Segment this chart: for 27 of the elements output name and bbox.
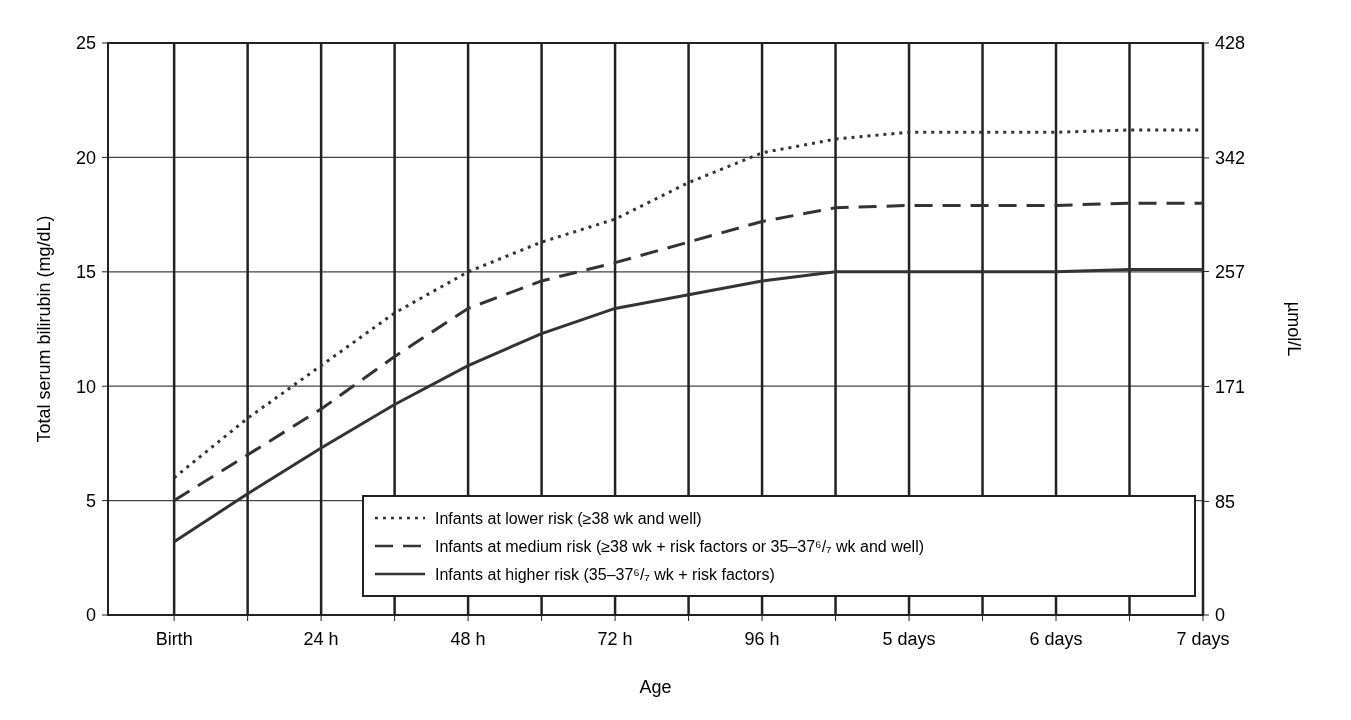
y-tick-label: 20 <box>75 147 96 168</box>
x-axis-title: Age <box>639 677 672 697</box>
y2-axis-title: µmol/L <box>1284 301 1304 357</box>
y-axis-title: Total serum bilirubin (mg/dL) <box>34 215 54 443</box>
x-tick-label: 7 days <box>1176 629 1230 649</box>
legend-label: Infants at higher risk (35–37⁶/₇ wk + risk factors) <box>435 565 775 583</box>
line-series <box>172 201 1205 503</box>
y-tick-label: 0 <box>85 605 96 626</box>
x-tick-label: 48 h <box>450 629 486 649</box>
x-tick-label: 6 days <box>1029 629 1083 649</box>
y-tick-label: 10 <box>75 376 96 397</box>
y-tick-label: 15 <box>75 262 96 283</box>
x-tick-label: 24 h <box>303 629 339 649</box>
y2-tick-label: 257 <box>1215 261 1246 282</box>
y2-tick-label: 428 <box>1215 33 1246 54</box>
y-tick-label: 5 <box>85 490 96 511</box>
x-tick-label: Birth <box>155 629 193 649</box>
y2-tick-label: 0 <box>1215 605 1226 626</box>
x-tick-label: 72 h <box>597 629 633 649</box>
y2-tick-label: 171 <box>1215 376 1246 397</box>
x-tick-label: 96 h <box>744 629 780 649</box>
y-tick-label: 25 <box>75 33 96 54</box>
y2-tick-label: 342 <box>1215 148 1246 169</box>
x-tick-label: 5 days <box>882 629 936 649</box>
legend-label: Infants at medium risk (≥38 wk + risk factors or 35–37⁶/₇ wk and well) <box>435 537 925 555</box>
y2-tick-label: 85 <box>1215 491 1236 512</box>
legend-label: Infants at lower risk (≥38 wk and well) <box>435 509 702 527</box>
